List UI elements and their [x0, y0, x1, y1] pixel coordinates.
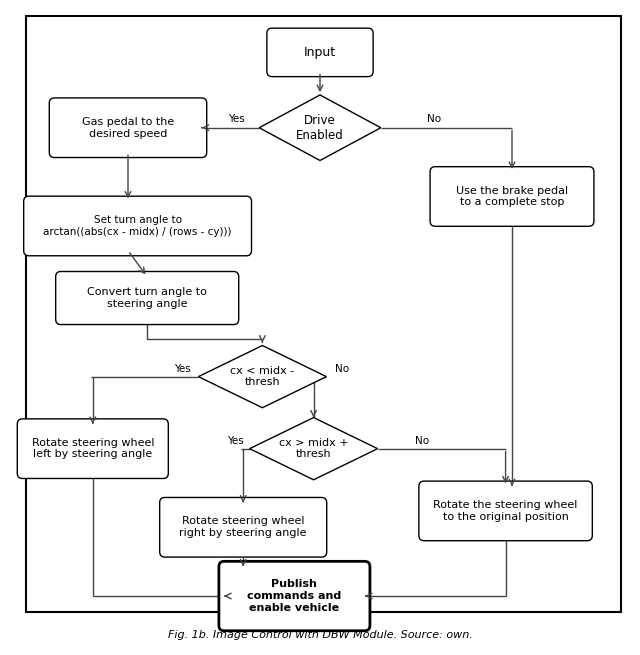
Text: No: No [335, 364, 349, 374]
FancyBboxPatch shape [24, 196, 252, 255]
Text: cx > midx +
thresh: cx > midx + thresh [279, 438, 348, 459]
Text: Fig. 1b. Image Control with DBW Module. Source: own.: Fig. 1b. Image Control with DBW Module. … [168, 630, 472, 641]
Text: Yes: Yes [227, 436, 244, 446]
FancyBboxPatch shape [160, 498, 326, 557]
Text: Rotate steering wheel
left by steering angle: Rotate steering wheel left by steering a… [31, 438, 154, 459]
Text: Use the brake pedal
to a complete stop: Use the brake pedal to a complete stop [456, 186, 568, 207]
FancyBboxPatch shape [17, 419, 168, 478]
FancyBboxPatch shape [56, 271, 239, 324]
Text: Yes: Yes [228, 114, 245, 124]
Text: Rotate the steering wheel
to the original position: Rotate the steering wheel to the origina… [433, 500, 578, 521]
FancyBboxPatch shape [49, 98, 207, 157]
Text: Yes: Yes [174, 364, 191, 374]
Text: Set turn angle to
arctan((abs(cx - midx) / (rows - cy))): Set turn angle to arctan((abs(cx - midx)… [44, 215, 232, 236]
Text: No: No [415, 436, 429, 446]
Text: Convert turn angle to
steering angle: Convert turn angle to steering angle [87, 288, 207, 309]
Text: Input: Input [304, 46, 336, 59]
Text: Rotate steering wheel
right by steering angle: Rotate steering wheel right by steering … [179, 517, 307, 538]
Text: No: No [426, 114, 441, 124]
FancyBboxPatch shape [430, 167, 594, 227]
Polygon shape [250, 418, 378, 479]
Polygon shape [198, 346, 326, 407]
Text: Gas pedal to the
desired speed: Gas pedal to the desired speed [82, 117, 174, 138]
Text: Drive
Enabled: Drive Enabled [296, 114, 344, 141]
Text: cx < midx -
thresh: cx < midx - thresh [230, 366, 294, 387]
FancyBboxPatch shape [267, 28, 373, 77]
FancyBboxPatch shape [219, 561, 370, 631]
Text: Publish
commands and
enable vehicle: Publish commands and enable vehicle [247, 580, 342, 612]
FancyBboxPatch shape [419, 481, 593, 541]
Polygon shape [259, 95, 381, 160]
